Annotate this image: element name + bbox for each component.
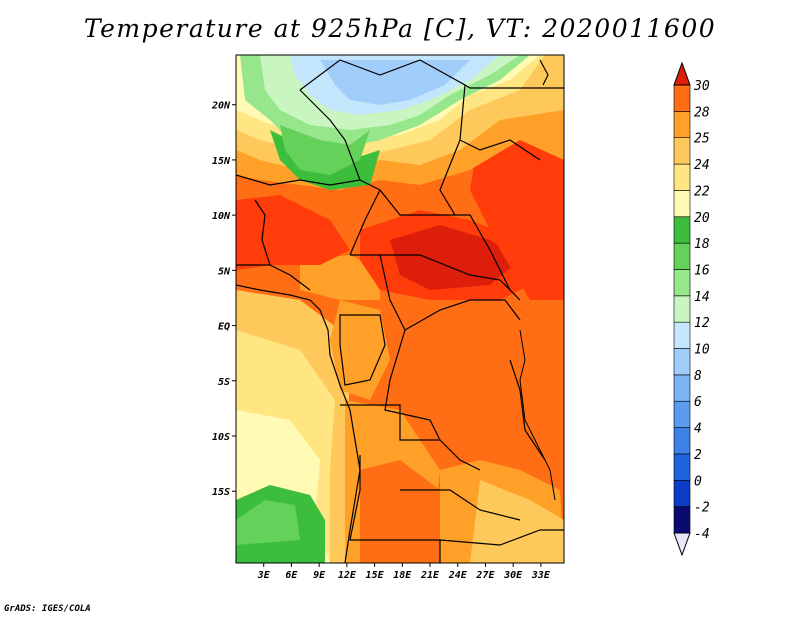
lon-tick-label: 21E bbox=[420, 570, 440, 581]
colorbar-segment bbox=[673, 506, 691, 534]
colorbar-max-arrow bbox=[673, 61, 691, 86]
colorbar-segment bbox=[673, 400, 691, 428]
country-borders bbox=[236, 59, 564, 563]
colorbar-segment bbox=[673, 242, 691, 270]
colorbar-label: 12 bbox=[694, 316, 710, 331]
colorbar-segment bbox=[673, 479, 691, 507]
colorbar-segment bbox=[673, 321, 691, 349]
colorbar-segment bbox=[673, 427, 691, 455]
colorbar-segment bbox=[673, 137, 691, 165]
colorbar-label: 25 bbox=[694, 132, 710, 147]
lat-tick-label: EQ bbox=[218, 322, 230, 333]
lon-tick-label: 15E bbox=[366, 570, 385, 581]
colorbar-label: -4 bbox=[694, 527, 710, 542]
lon-tick-label: 30E bbox=[503, 570, 523, 581]
colorbar-segment bbox=[673, 163, 691, 191]
colorbar-label: 6 bbox=[694, 395, 702, 410]
colorbar-min-arrow bbox=[673, 532, 691, 557]
lat-tick-label: 5S bbox=[218, 377, 230, 388]
colorbar-label: 28 bbox=[694, 105, 710, 120]
colorbar-label: 22 bbox=[694, 184, 710, 199]
colorbar-segment bbox=[673, 111, 691, 139]
colorbar-label: 30 bbox=[693, 79, 710, 94]
colorbar-label: 8 bbox=[694, 369, 702, 384]
colorbar-segment bbox=[673, 84, 691, 112]
colorbar-segment bbox=[673, 269, 691, 297]
colorbar-segment bbox=[673, 453, 691, 481]
colorbar-label: 14 bbox=[694, 290, 710, 305]
colorbar-segment bbox=[673, 190, 691, 218]
lon-tick-label: 24E bbox=[448, 570, 468, 581]
coastline bbox=[236, 284, 361, 563]
colorbar-label: 24 bbox=[694, 158, 710, 173]
east-lakes-coast bbox=[519, 329, 556, 501]
colorbar-label: 2 bbox=[694, 448, 702, 463]
colorbar-label: 20 bbox=[694, 211, 710, 226]
lat-tick-label: 10S bbox=[212, 432, 230, 443]
colorbar-label: 18 bbox=[694, 237, 710, 252]
lon-tick-label: 33E bbox=[531, 570, 551, 581]
colorbar-label: -2 bbox=[694, 501, 710, 516]
lat-tick-label: 5N bbox=[218, 266, 231, 277]
colorbar-label: 16 bbox=[694, 263, 710, 278]
lat-tick-label: 20N bbox=[211, 101, 231, 112]
lat-tick-label: 15S bbox=[212, 487, 230, 498]
colorbar-label: 10 bbox=[694, 343, 710, 358]
lat-tick-label: 10N bbox=[212, 211, 231, 222]
temperature-field bbox=[236, 55, 564, 563]
lat-tick-label: 15N bbox=[212, 156, 231, 167]
lon-tick-label: 12E bbox=[338, 570, 357, 581]
lon-tick-label: 6E bbox=[285, 570, 298, 581]
axis-ticks: 20N 15N 10N 5N EQ 5S 10S 15S 3E 6E 9E 12E 15E 18E 21E 2… bbox=[211, 101, 551, 581]
chart-title: Temperature at 925hPa [C], VT: 202001160… bbox=[83, 14, 717, 43]
colorbar-segment bbox=[673, 295, 691, 323]
lon-tick-label: 27E bbox=[475, 570, 495, 581]
colorbar-segment bbox=[673, 374, 691, 402]
lon-tick-label: 9E bbox=[313, 570, 326, 581]
colorbar-label: 0 bbox=[694, 474, 702, 489]
credit-label: GrADS: IGES/COLA bbox=[4, 604, 91, 614]
lon-tick-label: 3E bbox=[257, 570, 271, 581]
colorbar-label: 4 bbox=[694, 422, 702, 437]
lon-tick-label: 18E bbox=[393, 570, 412, 581]
colorbar-segment bbox=[673, 216, 691, 244]
map-frame bbox=[235, 54, 565, 564]
colorbar-segment bbox=[673, 348, 691, 376]
